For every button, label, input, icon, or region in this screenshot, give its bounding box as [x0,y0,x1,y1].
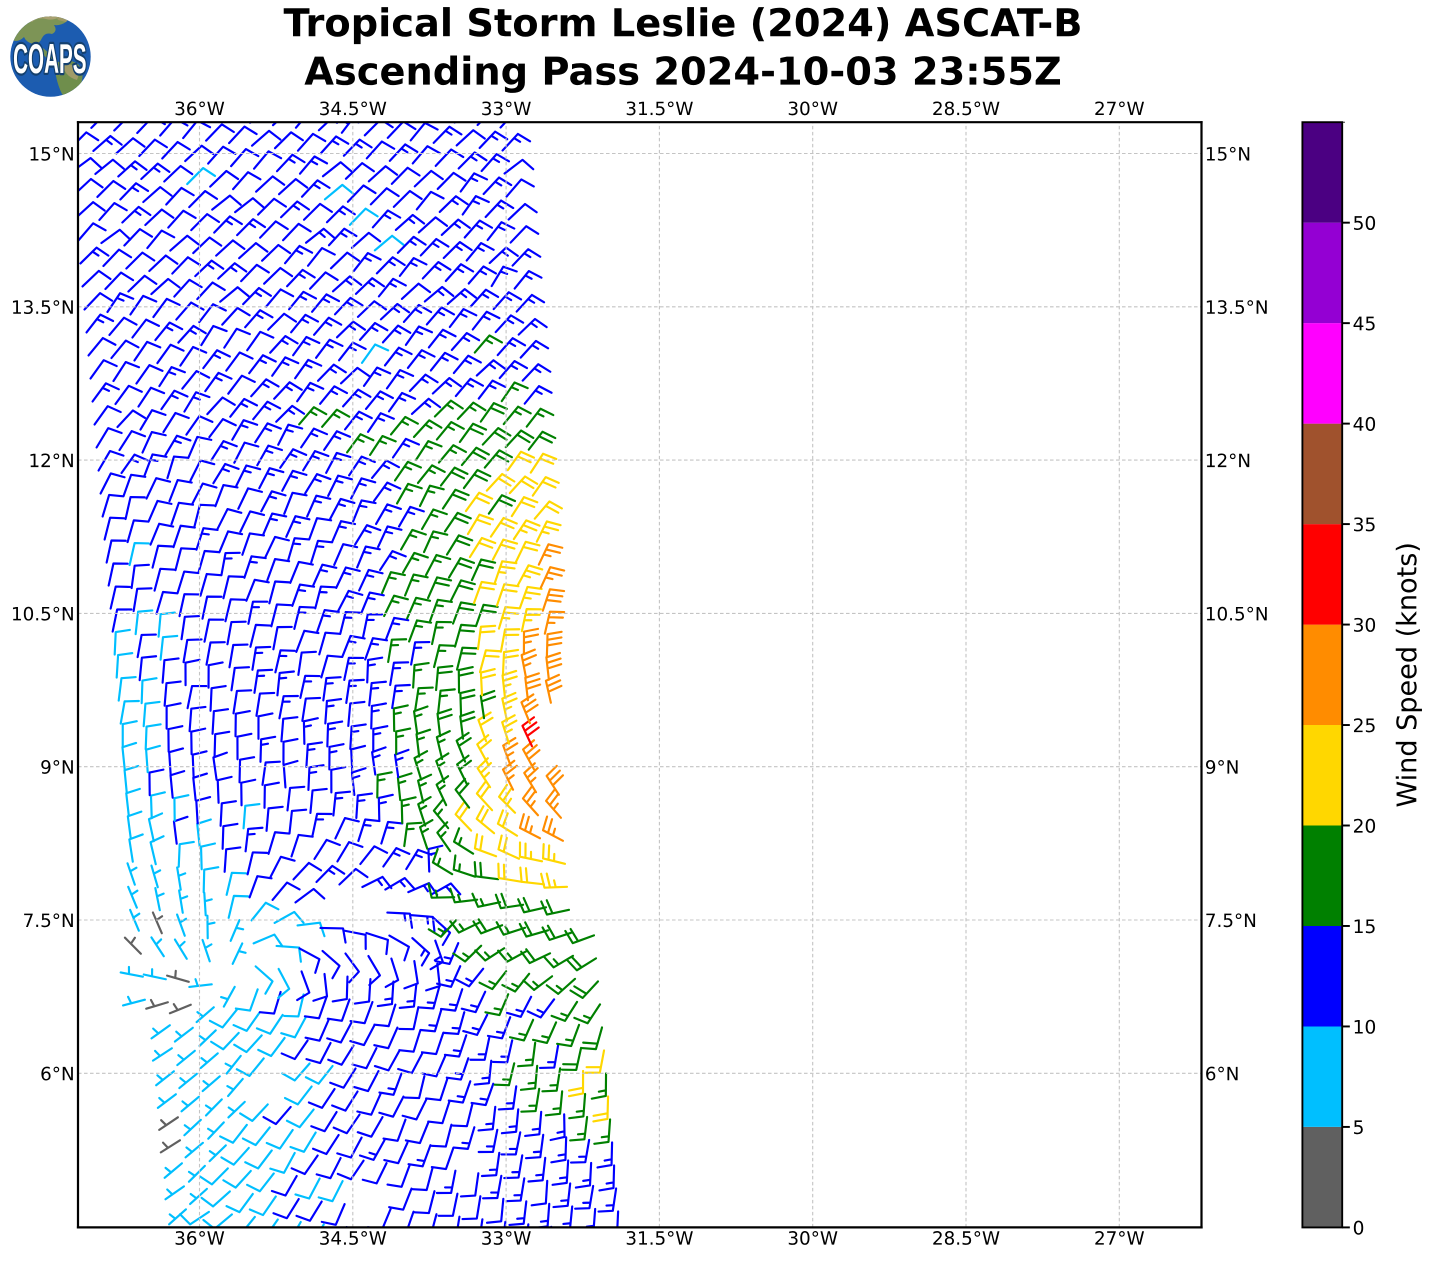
svg-text:COAPS: COAPS [13,35,86,82]
svg-text:COAPS: COAPS [13,35,86,82]
